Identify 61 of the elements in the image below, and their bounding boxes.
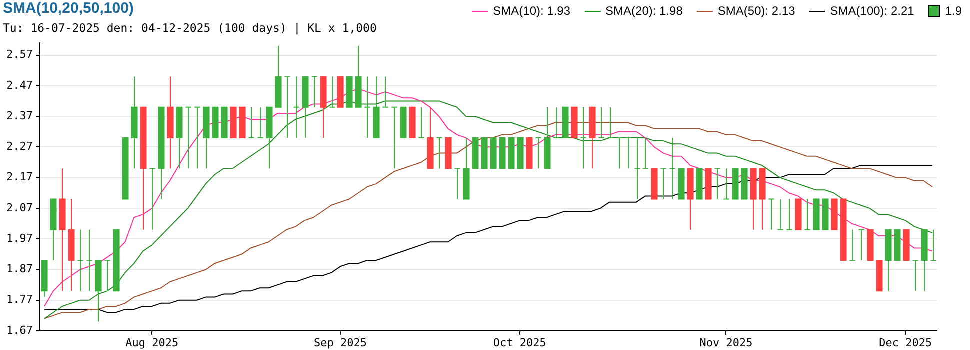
candlestick bbox=[284, 76, 291, 138]
candlestick bbox=[418, 106, 425, 138]
x-tick-label: Nov 2025 bbox=[700, 336, 753, 350]
x-tick-label: Sep 2025 bbox=[314, 336, 367, 350]
candlestick bbox=[311, 76, 318, 108]
candlestick bbox=[436, 137, 443, 170]
candlestick bbox=[930, 229, 937, 262]
y-tick-label: 2.07 bbox=[6, 201, 33, 214]
candlestick bbox=[257, 106, 264, 138]
candlestick bbox=[391, 106, 398, 170]
y-tick-label: 1.87 bbox=[6, 262, 33, 276]
legend-label: SMA(20): 1.98 bbox=[606, 4, 683, 18]
candlestick bbox=[607, 106, 614, 138]
y-tick-label: 2.27 bbox=[6, 140, 33, 154]
y-tick-label: 2.47 bbox=[6, 78, 33, 92]
candlestick bbox=[149, 168, 156, 230]
x-tick-label: Aug 2025 bbox=[126, 336, 179, 350]
candlestick bbox=[293, 76, 300, 138]
y-tick-label: 1.67 bbox=[6, 324, 33, 337]
candlestick bbox=[634, 137, 641, 200]
candlestick bbox=[642, 137, 649, 170]
legend-label: 1.9 bbox=[945, 4, 962, 18]
candlestick bbox=[858, 229, 865, 262]
y-tick-label: 2.57 bbox=[6, 48, 33, 62]
x-tick-label: Oct 2025 bbox=[493, 336, 546, 350]
candlestick bbox=[77, 229, 84, 292]
y-tick-label: 1.97 bbox=[6, 232, 33, 245]
candlestick bbox=[786, 198, 793, 230]
candlestick bbox=[768, 198, 775, 230]
chart-subtitle: Tu: 16-07-2025 den: 04-12-2025 (100 days) | KL x 1,000 bbox=[3, 21, 377, 35]
candlestick bbox=[104, 260, 111, 292]
candlestick bbox=[714, 168, 721, 200]
candlestick bbox=[625, 137, 632, 170]
candlestick bbox=[329, 76, 336, 108]
candlestick bbox=[660, 168, 667, 200]
legend-label: SMA(50): 2.13 bbox=[718, 4, 796, 18]
y-tick-label: 2.17 bbox=[6, 170, 33, 184]
candlestick bbox=[248, 106, 255, 138]
x-tick-label: Dec 2025 bbox=[879, 336, 932, 350]
candlestick bbox=[669, 137, 676, 200]
candlestick bbox=[912, 260, 919, 292]
candlestick bbox=[364, 76, 371, 138]
candlestick bbox=[598, 106, 605, 138]
candlestick bbox=[553, 106, 560, 138]
candlestick bbox=[723, 168, 730, 200]
candlestick bbox=[777, 198, 784, 230]
candlestick bbox=[580, 106, 587, 170]
candlestick bbox=[535, 137, 542, 170]
legend-label: SMA(10): 1.93 bbox=[493, 4, 571, 18]
chart-title: SMA(10,20,50,100) bbox=[3, 0, 134, 17]
y-tick-label: 1.77 bbox=[6, 293, 33, 306]
y-tick-label: 2.37 bbox=[6, 109, 33, 122]
candlestick bbox=[382, 76, 389, 108]
candlestick bbox=[849, 229, 856, 262]
candlestick bbox=[194, 106, 201, 170]
candlestick bbox=[616, 137, 623, 170]
candlestick bbox=[86, 229, 93, 292]
candlestick bbox=[804, 198, 811, 230]
legend-label: SMA(100): 2.21 bbox=[830, 4, 914, 18]
candlestick bbox=[454, 168, 461, 200]
candlestick bbox=[185, 106, 192, 170]
